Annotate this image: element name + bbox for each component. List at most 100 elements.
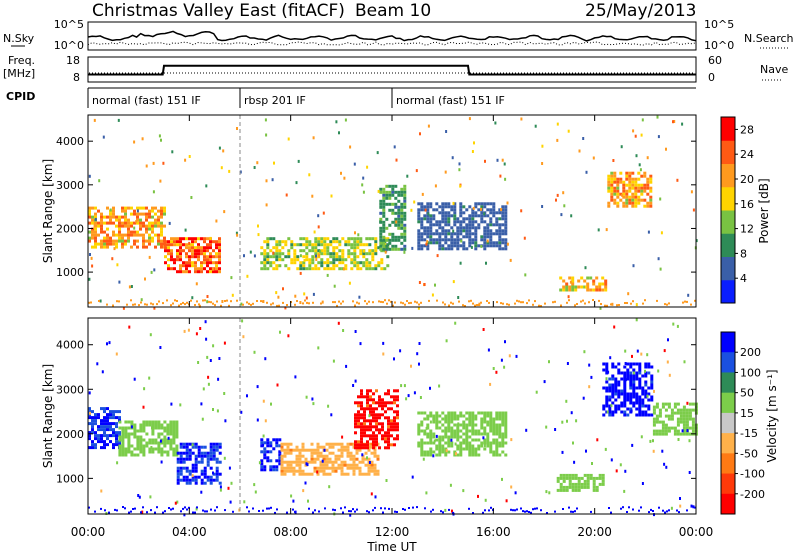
echo-cell xyxy=(637,195,641,199)
echo-cell xyxy=(340,454,344,458)
echo-cell xyxy=(328,457,332,461)
echo-cell xyxy=(634,201,638,205)
noise-cell xyxy=(294,294,297,298)
noise-cell xyxy=(597,228,600,232)
echo-cell xyxy=(319,466,323,470)
echo-cell xyxy=(632,368,636,372)
echo-cell xyxy=(200,460,204,464)
echo-cell xyxy=(429,441,433,445)
echo-cell xyxy=(420,244,424,248)
echo-cell xyxy=(559,485,563,489)
echo-cell xyxy=(121,245,124,249)
echo-cell xyxy=(145,432,149,436)
echo-cell xyxy=(426,414,430,418)
echo-cell xyxy=(338,258,342,262)
echo-cell xyxy=(382,244,386,248)
echo-cell xyxy=(218,252,221,256)
echo-cell xyxy=(299,249,303,253)
echo-cell xyxy=(489,450,493,454)
echo-cell xyxy=(209,270,212,274)
echo-cell xyxy=(280,445,284,449)
noise-cell xyxy=(133,140,136,144)
noise-cell xyxy=(435,434,438,438)
echo-cell xyxy=(629,380,633,384)
noise-cell xyxy=(452,201,455,205)
echo-cell xyxy=(301,445,305,449)
echo-cell xyxy=(471,447,475,451)
echo-cell xyxy=(438,238,442,242)
echo-cell xyxy=(459,453,463,457)
echo-cell xyxy=(468,226,472,230)
echo-cell xyxy=(397,205,401,209)
echo-cell xyxy=(363,407,366,411)
echo-cell xyxy=(280,454,284,458)
colorbar-swatch xyxy=(721,392,735,414)
echo-cell xyxy=(154,447,158,451)
noise-cell xyxy=(257,233,260,237)
echo-cell xyxy=(462,235,466,239)
noise-cell xyxy=(273,161,275,165)
noise-cell xyxy=(116,263,119,267)
echo-cell xyxy=(88,239,91,243)
echo-cell xyxy=(179,267,182,271)
echo-cell xyxy=(598,282,602,286)
echo-cell xyxy=(166,423,170,427)
noise-cell xyxy=(145,164,148,168)
echo-cell xyxy=(295,463,299,467)
echo-cell xyxy=(647,392,651,396)
echo-cell xyxy=(586,282,590,286)
echo-cell xyxy=(387,419,390,423)
noise-cell xyxy=(534,124,537,128)
echo-cell xyxy=(620,410,624,414)
echo-cell xyxy=(94,206,97,210)
echo-cell xyxy=(583,479,587,483)
echo-cell xyxy=(142,233,145,237)
echo-cell xyxy=(316,466,320,470)
echo-cell xyxy=(583,285,587,289)
echo-cell xyxy=(625,183,629,187)
echo-cell xyxy=(438,444,442,448)
echo-cell xyxy=(182,445,186,449)
ground-cell xyxy=(470,299,472,302)
echo-cell xyxy=(586,485,590,489)
noise-cell xyxy=(385,479,388,482)
echo-cell xyxy=(154,218,157,222)
echo-cell xyxy=(369,404,372,408)
echo-cell xyxy=(360,422,363,426)
echo-cell xyxy=(170,267,173,271)
echo-cell xyxy=(379,229,383,233)
noise-cell xyxy=(201,417,204,421)
echo-cell xyxy=(388,208,392,212)
echo-cell xyxy=(635,362,639,366)
echo-cell xyxy=(373,469,377,473)
echo-cell xyxy=(357,419,360,423)
echo-cell xyxy=(145,444,149,448)
echo-cell xyxy=(673,402,677,406)
noise-cell xyxy=(501,158,504,162)
echo-cell xyxy=(175,429,179,433)
echo-cell xyxy=(614,389,618,393)
ground-cell xyxy=(132,303,134,306)
y-tick-label: 2000 xyxy=(56,428,84,441)
echo-cell xyxy=(652,408,656,412)
echo-cell xyxy=(112,443,115,447)
echo-cell xyxy=(209,457,213,461)
echo-cell xyxy=(302,267,306,271)
echo-cell xyxy=(423,229,427,233)
echo-cell xyxy=(314,237,318,241)
echo-cell xyxy=(200,457,204,461)
ground-cell xyxy=(400,301,402,304)
echo-cell xyxy=(691,417,695,421)
echo-cell xyxy=(278,264,282,268)
ground-cell xyxy=(664,511,666,514)
echo-cell xyxy=(396,425,399,429)
echo-cell xyxy=(444,202,448,206)
echo-cell xyxy=(169,432,173,436)
echo-cell xyxy=(139,206,142,210)
noise-cell xyxy=(94,217,97,221)
echo-cell xyxy=(215,466,219,470)
echo-cell xyxy=(130,212,133,216)
echo-cell xyxy=(172,438,176,442)
echo-cell xyxy=(301,469,305,473)
echo-cell xyxy=(453,429,457,433)
